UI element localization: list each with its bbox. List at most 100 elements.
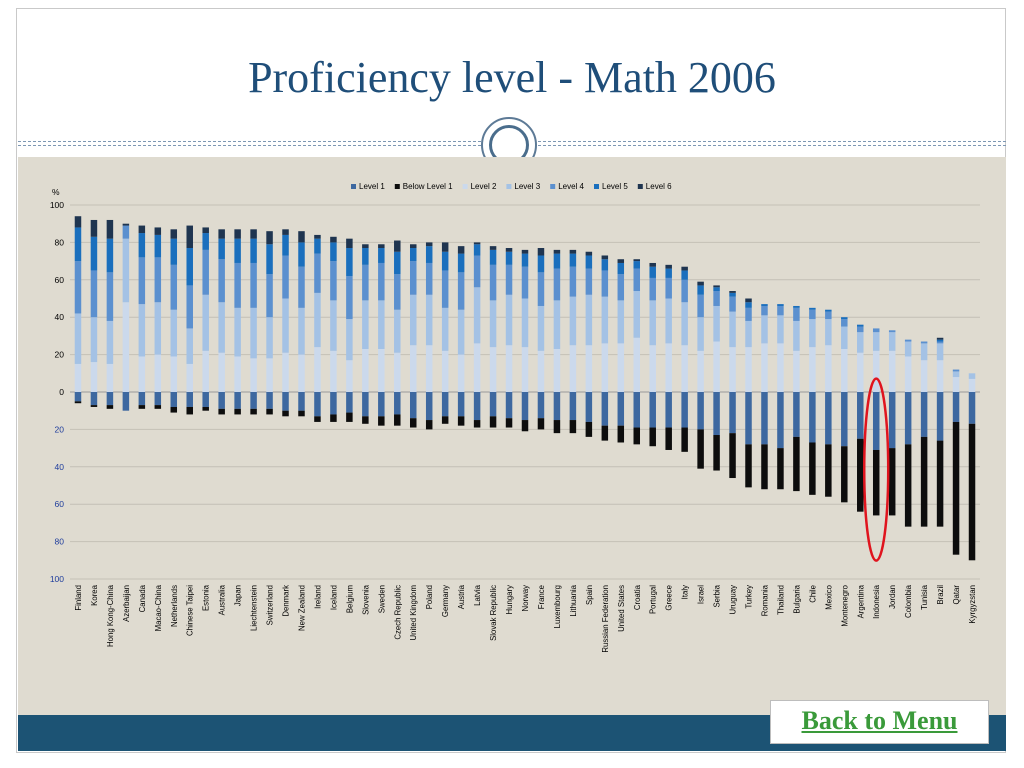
bar-segment	[441, 392, 449, 417]
legend-swatch	[394, 184, 400, 189]
bar-segment	[825, 309, 832, 312]
bar-segment	[106, 238, 114, 273]
bar-segment	[298, 307, 305, 355]
bar-segment	[697, 281, 704, 286]
x-tick-label: Argentina	[856, 584, 865, 618]
bar-segment	[489, 416, 497, 428]
bar-segment	[585, 251, 593, 256]
y-tick-label: 100	[50, 574, 64, 584]
bar-segment	[713, 305, 720, 342]
legend-label: Below Level 1	[403, 182, 453, 191]
bar-segment	[777, 305, 784, 316]
bar-segment	[314, 292, 321, 348]
bar-segment	[346, 319, 353, 361]
bar-segment	[697, 392, 704, 430]
bar-segment	[553, 300, 561, 349]
bar-segment	[346, 360, 353, 392]
bar-segment	[729, 433, 736, 479]
bar-segment	[346, 276, 353, 320]
bar-segment	[793, 320, 800, 351]
bar-segment	[537, 350, 545, 392]
y-tick-label: 80	[55, 537, 65, 547]
bar-segment	[920, 343, 928, 361]
bar-segment	[761, 304, 768, 306]
bar-segment	[362, 416, 369, 424]
bar-segment	[888, 392, 896, 449]
x-tick-label: Liechtenstein	[250, 585, 259, 631]
bar-segment	[234, 356, 241, 392]
x-tick-label: Greece	[665, 585, 674, 611]
bar-segment	[218, 408, 225, 415]
bar-segment	[473, 244, 481, 256]
bar-segment	[346, 238, 353, 249]
bar-segment	[473, 420, 481, 428]
bar-segment	[825, 311, 832, 320]
x-tick-label: Japan	[234, 585, 243, 606]
bar-segment	[425, 345, 433, 392]
bar-segment	[441, 307, 449, 351]
bar-segment	[394, 309, 401, 353]
x-tick-label: Chile	[808, 585, 817, 603]
bar-segment	[186, 285, 193, 329]
bar-segment	[473, 242, 481, 245]
bar-segment	[745, 298, 752, 303]
bar-segment	[394, 240, 401, 252]
x-tick-label: Czech Republic	[393, 585, 402, 640]
x-tick-label: France	[537, 585, 546, 609]
x-tick-label: Austria	[457, 584, 466, 609]
bar-segment	[362, 248, 369, 265]
bar-segment	[649, 427, 656, 447]
bar-segment	[777, 392, 784, 449]
bar-segment	[904, 444, 912, 527]
bar-segment	[170, 229, 178, 239]
bar-segment	[633, 268, 641, 292]
bar-segment	[569, 296, 577, 346]
bar-segment	[920, 392, 928, 437]
bar-segment	[521, 266, 529, 299]
bar-segment	[282, 229, 289, 235]
bar-segment	[936, 343, 944, 361]
bar-segment	[362, 392, 369, 417]
bar-segment	[888, 448, 896, 516]
legend-swatch	[637, 184, 643, 189]
x-tick-label: Netherlands	[170, 585, 179, 627]
bar-segment	[202, 350, 209, 392]
bar-segment	[218, 238, 225, 260]
x-tick-label: Portugal	[649, 585, 658, 614]
bar-segment	[601, 259, 609, 271]
bar-segment	[90, 362, 98, 392]
bar-segment	[585, 268, 593, 295]
bar-segment	[218, 302, 225, 353]
bar-segment	[489, 347, 497, 392]
bar-segment	[441, 416, 449, 424]
bar-segment	[441, 350, 449, 392]
bar-segment	[154, 392, 162, 406]
bar-segment	[697, 285, 704, 295]
y-tick-label: 40	[55, 462, 65, 472]
bar-segment	[729, 296, 736, 312]
bar-segment	[793, 392, 800, 437]
bar-segment	[601, 296, 609, 344]
x-tick-label: Azerbaijan	[122, 585, 131, 622]
bar-segment	[761, 305, 768, 316]
bar-segment	[298, 410, 305, 417]
bar-segment	[553, 249, 561, 254]
bar-segment	[266, 408, 273, 415]
bar-segment	[457, 309, 465, 355]
back-to-menu-link[interactable]: Back to Menu	[801, 706, 958, 735]
bar-segment	[617, 262, 625, 275]
bar-segment	[585, 294, 593, 346]
bar-segment	[793, 305, 800, 308]
legend-swatch	[594, 184, 599, 189]
bar-segment	[553, 253, 561, 269]
bar-segment	[872, 350, 880, 392]
legend-label: Level 6	[646, 182, 672, 191]
bar-segment	[729, 292, 736, 297]
bar-segment	[202, 392, 209, 407]
bar-segment	[90, 392, 98, 406]
bar-segment	[697, 429, 704, 469]
bar-segment	[857, 352, 864, 392]
bar-segment	[106, 320, 114, 364]
x-tick-label: Hungary	[505, 585, 514, 615]
bar-segment	[330, 242, 337, 262]
